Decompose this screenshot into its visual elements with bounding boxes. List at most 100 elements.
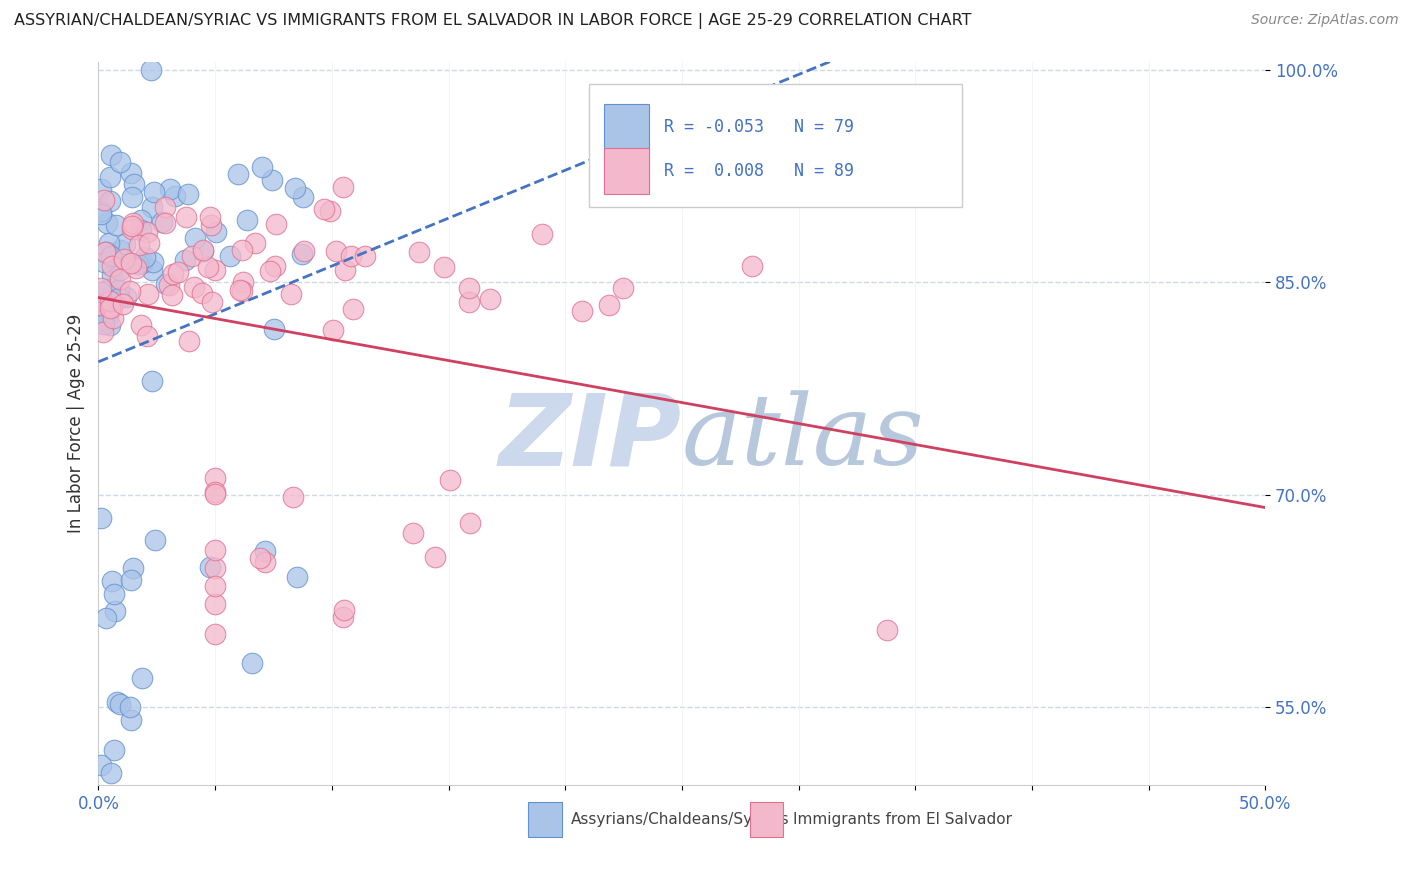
Point: [100, 765, 122, 780]
Point: [101, 268, 124, 282]
Point: [231, 243, 253, 257]
Text: R =  0.008   N = 89: R = 0.008 N = 89: [665, 161, 855, 180]
Point: [104, 604, 127, 618]
Point: [228, 167, 250, 181]
Point: [159, 182, 181, 196]
Point: [318, 204, 340, 219]
Point: [98, 318, 121, 332]
Point: [90, 182, 112, 196]
Point: [98, 170, 121, 185]
FancyBboxPatch shape: [589, 84, 962, 207]
Point: [108, 697, 131, 711]
Point: [229, 283, 252, 297]
Text: ASSYRIAN/CHALDEAN/SYRIAC VS IMMIGRANTS FROM EL SALVADOR IN LABOR FORCE | AGE 25-: ASSYRIAN/CHALDEAN/SYRIAC VS IMMIGRANTS F…: [14, 13, 972, 29]
Point: [291, 190, 314, 204]
Point: [142, 185, 165, 199]
Point: [90, 758, 112, 772]
Point: [90, 510, 112, 524]
Point: [176, 210, 198, 224]
Point: [131, 256, 153, 270]
Point: [120, 166, 142, 180]
Point: [571, 304, 593, 318]
Point: [114, 236, 136, 251]
Point: [243, 235, 266, 250]
Point: [90, 204, 112, 219]
Point: [129, 222, 152, 236]
Point: [423, 550, 446, 565]
Point: [90, 207, 112, 221]
Text: Source: ZipAtlas.com: Source: ZipAtlas.com: [1251, 13, 1399, 28]
Point: [100, 249, 122, 263]
Point: [103, 587, 125, 601]
Point: [408, 245, 430, 260]
Point: [98, 293, 121, 308]
Point: [114, 290, 136, 304]
Point: [103, 743, 125, 757]
Point: [90, 298, 112, 312]
Point: [107, 284, 129, 298]
Point: [332, 179, 354, 194]
Point: [122, 178, 145, 192]
Point: [198, 211, 221, 225]
Point: [97, 309, 120, 323]
Point: [98, 301, 121, 316]
Point: [876, 623, 898, 637]
Point: [108, 272, 131, 286]
Point: [122, 216, 145, 230]
Point: [166, 265, 188, 279]
Point: [142, 255, 165, 269]
Point: [285, 570, 308, 584]
Point: [135, 225, 157, 239]
Point: [204, 542, 226, 557]
Point: [101, 311, 124, 326]
Point: [236, 213, 259, 227]
Point: [598, 298, 620, 312]
Point: [264, 217, 287, 231]
Point: [121, 219, 143, 233]
Point: [127, 257, 149, 271]
Point: [90, 281, 112, 295]
Point: [111, 297, 134, 311]
Point: [120, 284, 142, 298]
Point: [141, 263, 163, 277]
Point: [741, 259, 763, 273]
Point: [125, 261, 148, 276]
Point: [91, 325, 114, 339]
Point: [204, 471, 226, 485]
Point: [479, 292, 502, 306]
Y-axis label: In Labor Force | Age 25-29: In Labor Force | Age 25-29: [66, 314, 84, 533]
Point: [458, 516, 481, 530]
Point: [354, 249, 377, 263]
Point: [314, 202, 336, 217]
Point: [531, 227, 554, 242]
Point: [263, 260, 285, 274]
Point: [325, 244, 347, 259]
Point: [332, 603, 354, 617]
FancyBboxPatch shape: [527, 802, 562, 837]
Text: ZIP: ZIP: [499, 390, 682, 487]
Point: [143, 533, 166, 548]
Point: [250, 161, 273, 175]
Point: [177, 187, 200, 202]
Point: [93, 318, 115, 332]
Point: [292, 244, 315, 258]
Point: [97, 282, 120, 296]
FancyBboxPatch shape: [603, 104, 650, 151]
Point: [339, 249, 361, 263]
Point: [254, 555, 277, 569]
Point: [332, 609, 354, 624]
Point: [249, 550, 271, 565]
Text: atlas: atlas: [682, 391, 925, 486]
Point: [93, 255, 115, 269]
Point: [129, 213, 152, 227]
Point: [191, 244, 214, 259]
Point: [204, 485, 226, 500]
Point: [98, 194, 121, 209]
Point: [183, 280, 205, 294]
FancyBboxPatch shape: [603, 148, 650, 194]
Point: [136, 329, 159, 343]
Point: [162, 288, 184, 302]
Point: [101, 300, 124, 314]
Point: [439, 473, 461, 487]
Point: [104, 218, 127, 232]
